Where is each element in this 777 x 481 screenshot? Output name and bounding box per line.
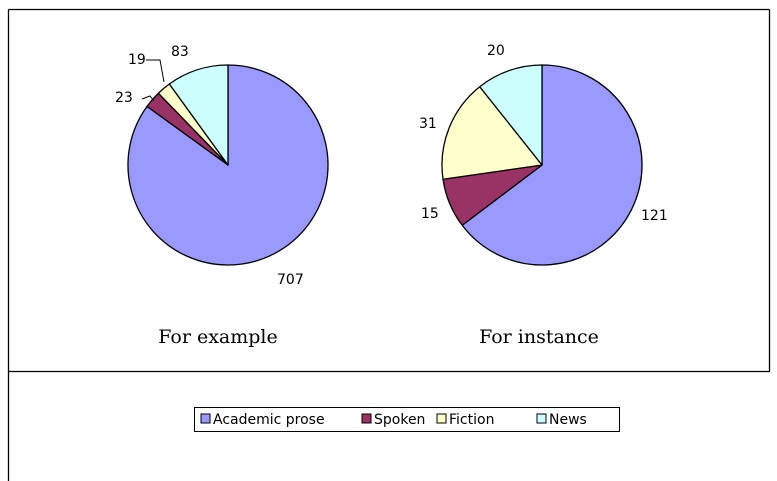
pie-slice-academic-prose — [461, 64, 643, 266]
legend-label-academic-prose: Academic prose — [213, 412, 325, 428]
data-label-fiction: 31 — [419, 116, 437, 132]
legend-label-spoken: Spoken — [374, 412, 425, 428]
leader-line-spoken — [141, 95, 155, 102]
legend-swatch-news — [536, 413, 547, 424]
data-label-news: 20 — [487, 43, 505, 59]
legend: Academic prose Spoken Fiction News — [194, 407, 620, 432]
data-label-news: 83 — [171, 44, 189, 60]
data-label-academic-prose: 707 — [277, 272, 304, 288]
chart-title-for-example: For example — [158, 326, 278, 348]
legend-swatch-academic-prose — [200, 413, 211, 424]
data-label-spoken: 15 — [421, 206, 439, 222]
data-label-fiction: 19 — [128, 52, 146, 68]
legend-swatch-fiction — [436, 413, 447, 424]
pie-chart-for-example: 707 23 19 83 — [115, 44, 329, 288]
legend-label-fiction: Fiction — [449, 412, 494, 428]
pie-slice-news — [479, 64, 543, 166]
legend-swatch-spoken — [361, 413, 372, 424]
data-label-academic-prose: 121 — [641, 208, 668, 224]
chart-title-for-instance: For instance — [479, 326, 599, 348]
pie-chart-for-instance: 121 15 31 20 — [419, 43, 668, 266]
pie-slice-news — [168, 64, 229, 166]
data-label-spoken: 23 — [115, 90, 133, 106]
pie-slice-fiction — [441, 86, 543, 180]
legend-label-news: News — [549, 412, 587, 428]
legend-box — [194, 407, 620, 432]
leader-line-fiction — [146, 59, 165, 83]
